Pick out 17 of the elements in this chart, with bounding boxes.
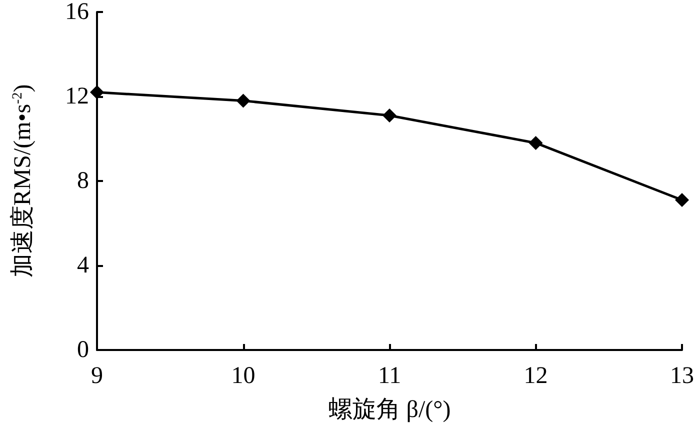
x-tick-label: 12 [524,363,548,389]
x-tick-label: 10 [231,363,256,389]
x-tick-label: 9 [91,363,103,389]
y-tick-label: 4 [77,252,89,278]
y-tick-label: 0 [77,337,89,363]
point [675,193,689,208]
y-axis-title: 加速度RMS/(m•s-2) [9,84,36,278]
x-tick-label: 13 [670,363,694,389]
x-tick-label: 11 [378,363,402,389]
point [382,108,396,123]
y-tick-label: 12 [65,84,89,110]
point [90,85,104,100]
point [236,94,250,108]
x-axis-title: 螺旋角 β/(°) [328,397,451,423]
y-tick-label: 8 [77,168,89,194]
y-tick-label: 16 [65,0,89,25]
point [528,136,543,150]
